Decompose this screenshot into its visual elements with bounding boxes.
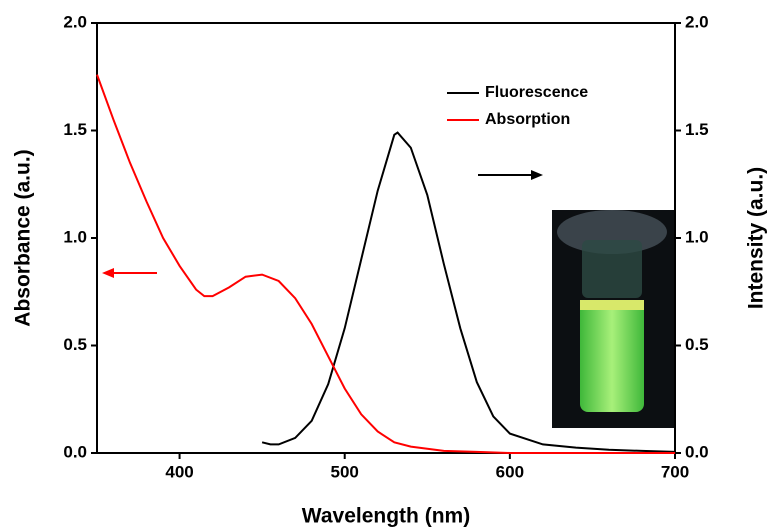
y2-tick-label: 1.0: [685, 227, 709, 246]
x-tick-label: 600: [496, 462, 524, 481]
y2-tick-label: 0.0: [685, 442, 709, 461]
plot-frame: [96, 22, 676, 454]
y-tick-label: 2.0: [63, 12, 87, 31]
legend-label: Absorption: [485, 111, 570, 128]
y-tick-label: 1.5: [63, 120, 87, 139]
x-axis-label: Wavelength (nm): [302, 505, 470, 528]
x-tick-label: 700: [661, 462, 689, 481]
inset-photo: [552, 210, 676, 428]
x-tick-label: 400: [165, 462, 193, 481]
y2-tick-label: 1.5: [685, 120, 709, 139]
y-axis-label: Absorbance (a.u.): [12, 149, 35, 326]
y-tick-label: 1.0: [63, 227, 87, 246]
x-tick-label: 500: [331, 462, 359, 481]
y2-tick-label: 0.5: [685, 335, 709, 354]
series-line: [261, 131, 676, 453]
y2-axis-label: Intensity (a.u.): [745, 167, 768, 309]
y2-tick-label: 2.0: [685, 12, 709, 31]
annotation-arrows: [102, 170, 543, 278]
y-tick-label: 0.0: [63, 442, 87, 461]
legend-label: Fluorescence: [485, 84, 588, 101]
y-tick-label: 0.5: [63, 335, 87, 354]
series-line: [96, 74, 675, 454]
